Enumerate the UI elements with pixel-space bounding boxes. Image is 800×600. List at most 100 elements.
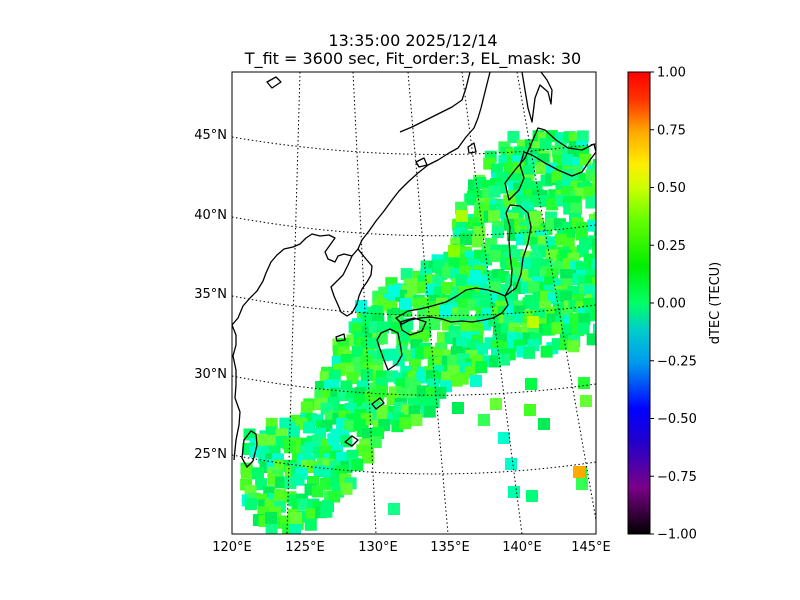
dtec-cell (305, 508, 318, 521)
dtec-cell (506, 212, 519, 225)
dtec-cell (591, 258, 596, 271)
lon-label: 120°E (212, 540, 252, 555)
lat-label: 35°N (194, 287, 227, 302)
dtec-cell (328, 490, 341, 503)
dtec-cell (585, 196, 596, 209)
dtec-cell (580, 395, 592, 407)
dtec-cell (584, 275, 596, 288)
dtec-cell (452, 402, 464, 414)
coast-ryukyu-1 (344, 435, 359, 447)
dtec-cell (340, 482, 353, 495)
dtec-cell (443, 251, 456, 264)
colorbar-tick-label: −0.50 (657, 412, 697, 427)
dtec-cell (488, 185, 501, 198)
dtec-cell (595, 316, 596, 329)
colorbar-tick-label: −0.75 (657, 470, 697, 485)
coast-asia-mainland (232, 72, 491, 326)
dtec-cell (561, 324, 574, 337)
dtec-cell (535, 162, 548, 175)
dtec-cell (327, 433, 340, 446)
dtec-cell (488, 210, 501, 223)
dtec-cell (448, 245, 460, 257)
parallel-40 (232, 216, 596, 237)
colorbar-label: dTEC (TECU) (708, 262, 723, 345)
dtec-cell (470, 270, 482, 282)
dtec-cell (498, 353, 511, 366)
dtec-cell (592, 276, 596, 289)
dtec-cell (570, 202, 583, 215)
title-params: T_fit = 3600 sec, Fit_order:3, EL_mask: … (244, 49, 582, 68)
dtec-cell (552, 246, 565, 259)
dtec-cell (592, 308, 596, 321)
coast-honshu (395, 204, 532, 325)
coast-islet-a (415, 157, 428, 168)
dtec-cell (498, 432, 510, 444)
dtec-cell (490, 398, 502, 410)
meridian-130 (352, 72, 377, 534)
dtec-cell (531, 257, 544, 270)
coast-kyushu (376, 328, 403, 371)
dtec-cell (592, 177, 596, 190)
coast-islet-b (467, 142, 477, 154)
meridian-135 (407, 72, 449, 534)
dtec-cell (506, 331, 519, 344)
dtec-cell (329, 475, 342, 488)
coast-islet-d (335, 333, 346, 342)
lon-label: 135°E (430, 540, 470, 555)
graticule (232, 72, 596, 534)
dtec-cell (503, 314, 516, 327)
dtec-cell (289, 522, 302, 534)
dtec-cell (375, 385, 388, 398)
dtec-cell (592, 246, 596, 259)
dtec-cell (569, 313, 582, 326)
dtec-cell (434, 386, 447, 399)
dtec-cell (595, 218, 596, 231)
coast-hokkaido (504, 127, 596, 201)
dtec-cell (455, 273, 468, 286)
dtec-cell (508, 486, 520, 498)
coast-china-south (232, 324, 241, 461)
coastlines (232, 72, 596, 468)
dtec-cell (320, 505, 333, 518)
lat-label: 45°N (194, 128, 227, 143)
dtec-cell (311, 485, 324, 498)
colorbar-tick-label: 0.75 (657, 123, 686, 138)
dtec-cell (287, 425, 300, 438)
dtec-cell (593, 298, 596, 311)
dtec-cell (275, 476, 288, 489)
colorbar-tick-label: 0.50 (657, 181, 686, 196)
dtec-cell (265, 524, 278, 534)
dtec-cell (376, 409, 389, 422)
dtec-cell (576, 478, 588, 490)
lon-label: 130°E (358, 540, 398, 555)
dtec-cell (526, 490, 538, 502)
dtec-cell (410, 414, 423, 427)
dtec-cell (447, 354, 460, 367)
dtec-cell (524, 404, 536, 416)
dtec-cell (456, 210, 468, 222)
colorbar-tick-label: 0.25 (657, 239, 686, 254)
dtec-cell (460, 321, 473, 334)
dtec-cell (591, 163, 596, 176)
dtec-cell (578, 377, 590, 389)
lat-labels: 45°N 40°N 35°N 30°N 25°N (194, 128, 227, 462)
dtec-cell (585, 169, 596, 182)
dtec-cell (573, 466, 585, 478)
dtec-cell (577, 322, 590, 335)
dtec-cell (351, 458, 364, 471)
dtec-cell (560, 290, 573, 303)
coast-ryukyu-2 (371, 397, 385, 410)
dtec-cell (265, 512, 277, 524)
colorbar-tick-label: 0.00 (657, 297, 686, 312)
dtec-cell (504, 245, 517, 258)
dtec-cell (478, 414, 490, 426)
lat-label: 25°N (194, 447, 227, 462)
parallel-25 (232, 454, 596, 475)
dtec-cell (551, 322, 564, 335)
dtec-cell (441, 282, 454, 295)
dtec-cell (540, 345, 553, 358)
coast-shikoku (399, 317, 427, 336)
dtec-cell (567, 340, 580, 353)
dtec-cell (423, 405, 436, 418)
